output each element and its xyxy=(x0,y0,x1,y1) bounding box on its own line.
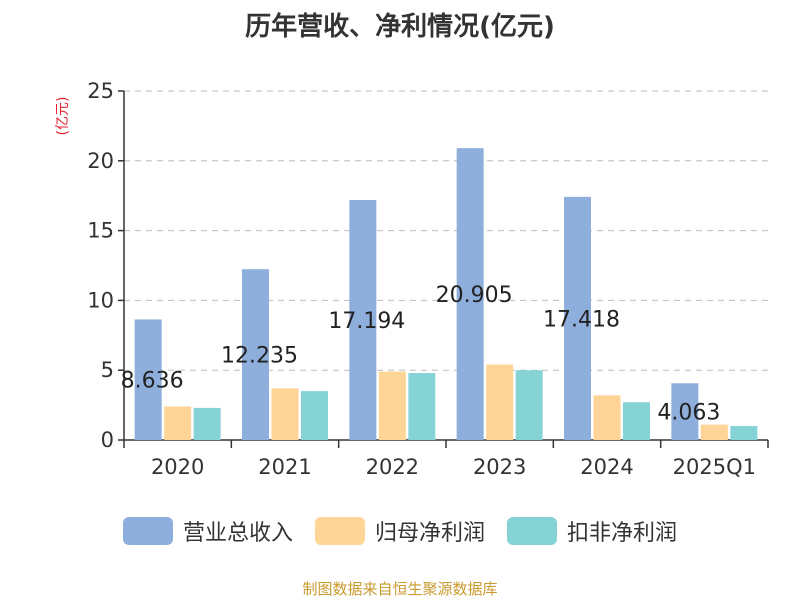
data-label: 12.235 xyxy=(221,344,298,369)
legend-label-net-profit: 归母净利润 xyxy=(374,521,485,546)
bar-deducted-profit xyxy=(515,370,543,440)
bar-revenue xyxy=(349,199,377,440)
data-label: 4.063 xyxy=(657,401,720,426)
bar-net-profit xyxy=(486,364,514,440)
x-tick-label: 2022 xyxy=(366,455,419,479)
bar-revenue xyxy=(134,319,162,440)
bar-revenue xyxy=(242,269,269,440)
bar-net-profit xyxy=(593,395,621,440)
bar-net-profit xyxy=(700,424,728,440)
x-tick-label: 2023 xyxy=(473,455,526,479)
y-tick-label: 25 xyxy=(87,79,114,103)
y-tick-label: 15 xyxy=(87,219,114,243)
legend-swatch-deducted-profit xyxy=(507,517,557,545)
bar-deducted-profit xyxy=(408,372,436,440)
legend-swatch-revenue xyxy=(122,517,173,545)
data-label: 17.418 xyxy=(543,307,620,332)
bar-deducted-profit xyxy=(301,391,328,440)
bar-revenue xyxy=(456,148,484,440)
bar-deducted-profit xyxy=(623,402,650,440)
data-label: 17.194 xyxy=(328,309,405,334)
bar-chart: 0 5 10 15 20 25 2020 8.636 2021 12.235 2022 17.194 2… xyxy=(87,79,769,479)
bar-revenue xyxy=(564,196,591,440)
bar-deducted-profit xyxy=(193,407,221,440)
legend-label-revenue: 营业总收入 xyxy=(182,521,293,546)
y-tick-label: 20 xyxy=(87,149,114,173)
bar-net-profit xyxy=(271,388,299,440)
x-tick-label: 2021 xyxy=(258,455,311,479)
bar-net-profit xyxy=(378,371,406,440)
bar-revenue xyxy=(671,383,699,440)
legend-label-deducted-profit: 扣非净利润 xyxy=(567,521,678,546)
legend: 营业总收入 归母净利润 扣非净利润 xyxy=(0,515,800,547)
x-tick-label: 2025Q1 xyxy=(673,455,756,479)
legend-swatch-net-profit xyxy=(314,517,365,545)
legend-item-net-profit[interactable]: 归母净利润 xyxy=(314,515,485,547)
x-tick-label: 2020 xyxy=(151,455,204,479)
bar-deducted-profit xyxy=(730,426,758,440)
data-label: 20.905 xyxy=(436,283,513,308)
legend-item-deducted-profit[interactable]: 扣非净利润 xyxy=(507,515,677,547)
y-tick-label: 5 xyxy=(101,358,114,382)
y-tick-label: 0 xyxy=(101,428,114,452)
x-tick-label: 2024 xyxy=(580,455,633,479)
source-note: 制图数据来自恒生聚源数据库 xyxy=(302,580,498,598)
legend-item-revenue[interactable]: 营业总收入 xyxy=(122,515,293,547)
chart-title: 历年营收、净利情况(亿元) xyxy=(245,12,555,42)
bar-net-profit xyxy=(164,406,192,440)
data-label: 8.636 xyxy=(121,369,184,394)
y-tick-label: 10 xyxy=(87,288,114,312)
